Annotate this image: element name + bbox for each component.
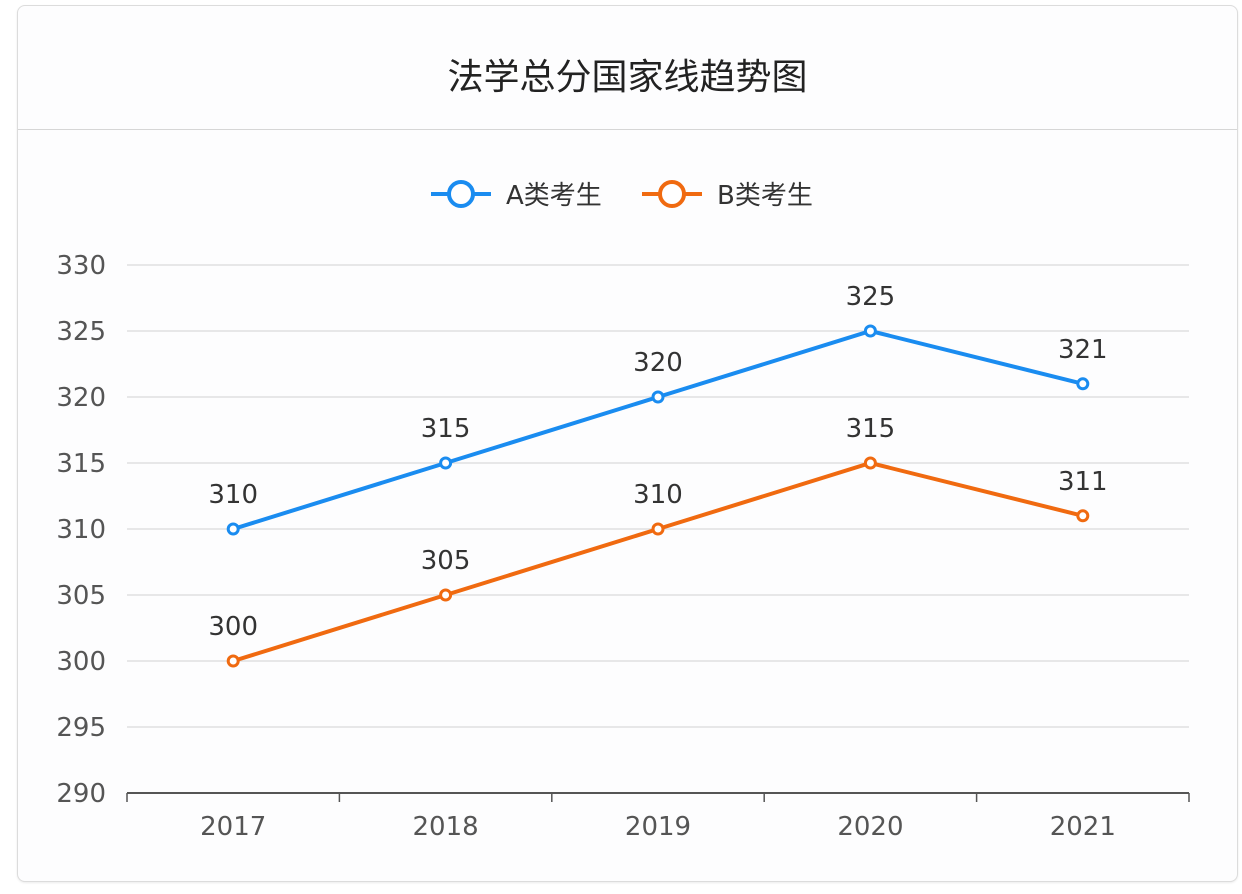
data-point: [651, 522, 665, 536]
y-tick-label: 315: [56, 449, 106, 479]
x-tick-label: 2021: [1050, 812, 1116, 842]
y-tick-label: 300: [56, 647, 106, 677]
x-tick-label: 2019: [625, 812, 691, 842]
y-tick-label: 325: [56, 317, 106, 347]
data-label: 325: [846, 282, 896, 312]
data-point: [226, 654, 240, 668]
y-tick-label: 290: [56, 779, 106, 809]
data-label: 310: [208, 480, 258, 510]
data-point: [1076, 509, 1090, 523]
data-label: 310: [633, 480, 683, 510]
y-tick-label: 295: [56, 713, 106, 743]
legend-label: A类考生: [506, 181, 602, 211]
x-tick-label: 2017: [200, 812, 266, 842]
data-label: 315: [846, 414, 896, 444]
x-tick-label: 2018: [413, 812, 479, 842]
data-point: [226, 522, 240, 536]
y-tick-label: 310: [56, 515, 106, 545]
data-point: [651, 390, 665, 404]
data-point: [863, 324, 877, 338]
data-label: 321: [1058, 335, 1108, 365]
data-point: [439, 456, 453, 470]
x-tick-label: 2020: [837, 812, 903, 842]
y-tick-label: 330: [56, 251, 106, 281]
data-label: 320: [633, 348, 683, 378]
y-tick-label: 305: [56, 581, 106, 611]
legend-label: B类考生: [717, 181, 813, 211]
y-tick-label: 320: [56, 383, 106, 413]
data-label: 300: [208, 612, 258, 642]
data-point: [863, 456, 877, 470]
data-label: 315: [421, 414, 471, 444]
data-point: [439, 588, 453, 602]
legend-marker-icon: [447, 180, 475, 208]
chart-header: 法学总分国家线趋势图: [18, 6, 1237, 130]
data-label: 311: [1058, 467, 1108, 497]
chart-title: 法学总分国家线趋势图: [447, 57, 808, 98]
data-point: [1076, 377, 1090, 391]
data-label: 305: [421, 546, 471, 576]
legend-marker-icon: [658, 180, 686, 208]
chart-card: 法学总分国家线趋势图: [17, 5, 1238, 882]
